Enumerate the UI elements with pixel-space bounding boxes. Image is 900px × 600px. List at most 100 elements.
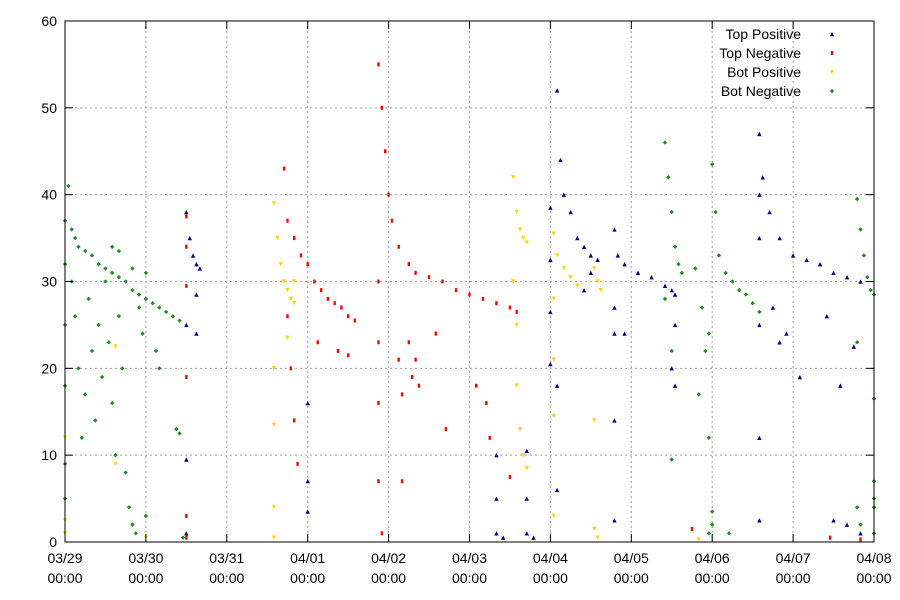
data-point xyxy=(271,201,277,206)
data-point xyxy=(109,270,115,276)
x-tick-label-time: 00:00 xyxy=(856,570,891,586)
data-point xyxy=(282,166,286,171)
data-point xyxy=(757,309,762,315)
data-point xyxy=(693,266,698,271)
data-point xyxy=(184,209,189,215)
data-point xyxy=(72,314,78,319)
data-point xyxy=(690,526,694,531)
data-point xyxy=(185,283,188,288)
data-point xyxy=(190,253,196,258)
y-tick-label: 60 xyxy=(41,13,57,29)
data-point xyxy=(551,357,556,362)
data-point xyxy=(316,340,320,345)
data-point xyxy=(554,253,560,258)
data-point xyxy=(174,426,179,432)
data-point xyxy=(515,309,518,314)
data-point xyxy=(83,248,88,254)
data-point xyxy=(588,253,594,258)
data-point xyxy=(858,279,863,284)
x-tick-label-time: 00:00 xyxy=(47,570,82,586)
data-point xyxy=(851,344,856,349)
data-point xyxy=(377,279,380,284)
data-point xyxy=(296,461,299,466)
data-point xyxy=(521,452,526,458)
x-tick-label-date: 04/02 xyxy=(371,550,406,566)
data-point xyxy=(649,274,654,280)
x-tick-label-date: 03/30 xyxy=(128,550,163,566)
legend: Top Positive Top Negative Bot Positive Bot … xyxy=(719,26,835,99)
data-point xyxy=(99,374,105,380)
data-point xyxy=(194,292,199,297)
data-point xyxy=(96,261,101,267)
data-point xyxy=(838,383,843,388)
data-point xyxy=(854,505,860,510)
data-point xyxy=(531,535,536,540)
data-point xyxy=(130,522,135,527)
data-point xyxy=(622,331,627,336)
legend-label: Top Positive xyxy=(726,26,802,42)
data-point xyxy=(861,253,867,258)
data-point xyxy=(123,279,128,284)
data-point xyxy=(595,535,600,540)
data-point xyxy=(130,287,135,293)
data-point xyxy=(286,218,289,223)
data-point xyxy=(454,288,458,293)
data-point xyxy=(757,131,762,137)
data-point xyxy=(106,340,112,345)
data-point xyxy=(554,383,560,388)
data-point xyxy=(187,235,192,241)
data-point xyxy=(696,537,701,542)
data-point xyxy=(508,474,512,479)
data-point xyxy=(581,244,587,249)
data-point xyxy=(72,235,78,241)
data-point xyxy=(79,435,85,440)
data-point xyxy=(76,244,81,249)
data-point xyxy=(767,209,772,215)
data-point xyxy=(612,418,617,423)
data-point xyxy=(784,331,789,336)
data-point xyxy=(299,253,303,258)
data-point xyxy=(612,305,617,310)
data-point xyxy=(713,209,718,215)
data-point xyxy=(669,287,674,293)
data-point xyxy=(444,427,448,432)
data-point xyxy=(612,331,617,336)
data-point xyxy=(377,340,380,345)
data-point xyxy=(592,526,597,532)
data-point xyxy=(109,244,115,249)
data-point xyxy=(501,535,506,540)
data-point xyxy=(163,309,169,315)
x-tick-label-date: 04/08 xyxy=(856,550,891,566)
data-point xyxy=(635,270,641,276)
data-point xyxy=(517,227,523,232)
data-point xyxy=(390,218,394,223)
data-point xyxy=(844,274,850,280)
data-point xyxy=(575,283,580,289)
x-tick-label-date: 04/05 xyxy=(614,550,649,566)
legend-marker xyxy=(829,69,835,75)
data-point xyxy=(672,292,678,297)
data-point xyxy=(858,522,863,527)
data-point xyxy=(844,522,850,527)
data-point xyxy=(669,209,674,215)
data-point xyxy=(790,253,796,258)
data-point xyxy=(817,261,823,267)
y-tick-label: 50 xyxy=(41,100,57,116)
data-point xyxy=(581,287,587,293)
x-tick-label-time: 00:00 xyxy=(533,570,568,586)
data-point xyxy=(417,383,421,388)
grid xyxy=(65,21,874,542)
data-point xyxy=(177,431,182,436)
data-point xyxy=(488,435,491,440)
data-point xyxy=(475,383,478,388)
data-point xyxy=(407,262,411,267)
legend-marker xyxy=(830,51,834,55)
legend-marker xyxy=(829,88,835,94)
data-point xyxy=(113,452,118,458)
data-point xyxy=(669,348,674,354)
data-point xyxy=(757,518,762,523)
data-point xyxy=(400,479,404,484)
data-point xyxy=(743,292,749,297)
data-point xyxy=(116,274,122,280)
data-point xyxy=(384,149,387,154)
